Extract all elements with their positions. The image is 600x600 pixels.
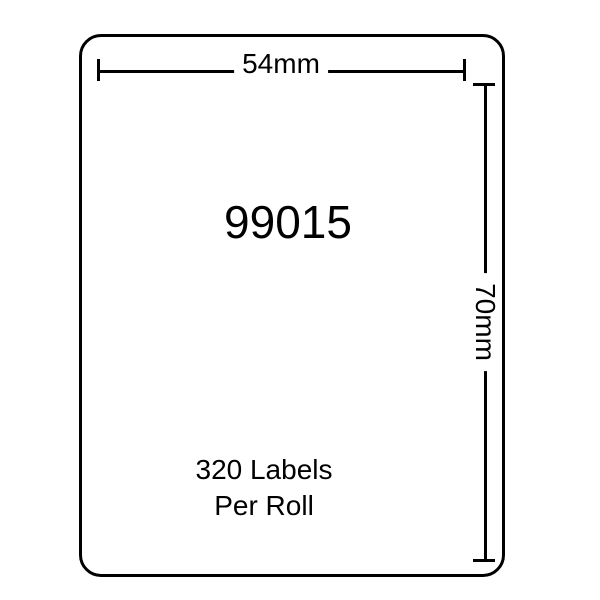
height-dimension-label: 70mm <box>469 273 501 371</box>
product-code: 99015 <box>224 195 352 249</box>
labels-count: 320 Labels <box>195 454 332 486</box>
height-tick-bottom <box>473 559 495 562</box>
width-dimension-label: 54mm <box>234 48 328 80</box>
width-tick-left <box>97 59 100 81</box>
labels-per-roll: Per Roll <box>214 490 314 522</box>
height-tick-top <box>473 83 495 86</box>
width-tick-right <box>463 59 466 81</box>
